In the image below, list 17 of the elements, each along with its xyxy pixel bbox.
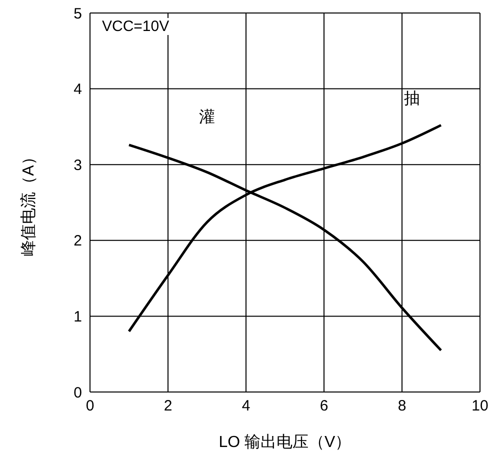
y-tick-label: 5	[74, 5, 82, 22]
text: 灌	[199, 108, 215, 126]
annotation: VCC=10V	[102, 18, 170, 35]
series-label: 抽	[404, 89, 420, 108]
x-tick-label: 6	[320, 398, 328, 415]
x-tick-label: 10	[472, 398, 488, 415]
y-tick-label: 3	[74, 156, 82, 174]
x-tick-label: 4	[242, 398, 250, 415]
y-tick-label: 4	[74, 81, 82, 98]
x-tick-label: 0	[86, 398, 94, 415]
x-tick-label: 8	[398, 398, 406, 415]
y-axis-title: 峰值电流（A）	[20, 149, 38, 256]
y-tick-label: 2	[74, 232, 82, 250]
y-tick-label: 0	[74, 384, 82, 402]
x-axis-title: LO 输出电压（V）	[218, 433, 352, 451]
x-tick-label: 2	[164, 398, 172, 415]
y-tick-label: 1	[74, 308, 82, 326]
